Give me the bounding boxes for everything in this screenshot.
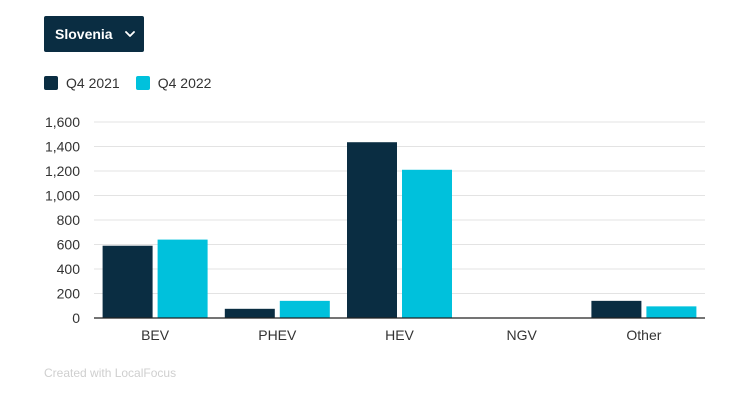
chart-legend: Q4 2021 Q4 2022 [44,75,227,91]
x-tick-label: PHEV [258,327,297,343]
footer-credit[interactable]: Created with LocalFocus [44,366,177,380]
y-tick-label: 200 [57,286,81,302]
legend-label-q4-2022: Q4 2022 [157,75,212,91]
x-tick-label: NGV [507,327,538,343]
country-dropdown-label: Slovenia [55,26,113,42]
bar-q4-2022-bev [157,239,208,318]
y-tick-label: 400 [57,261,81,277]
chevron-down-icon [124,29,135,39]
bar-q4-2022-other [646,306,697,318]
x-tick-label: Other [626,327,661,343]
x-tick-label: BEV [141,327,170,343]
y-tick-label: 1,600 [45,114,80,130]
legend-swatch-q4-2022 [135,76,150,90]
x-tick-label: HEV [385,327,414,343]
legend-label-q4-2021: Q4 2021 [66,75,120,91]
bar-q4-2022-phev [279,300,330,318]
legend-swatch-q4-2021 [44,76,58,90]
y-tick-label: 1,000 [45,188,80,204]
legend-item-q4-2021[interactable]: Q4 2021 [44,75,120,91]
y-tick-label: 600 [57,237,81,253]
y-tick-label: 1,200 [45,163,80,179]
country-dropdown[interactable]: Slovenia [44,16,144,52]
y-tick-label: 800 [57,212,81,228]
y-tick-label: 0 [72,310,80,326]
bar-q4-2021-other [591,300,642,318]
bar-q4-2022-hev [402,169,452,318]
bar-q4-2021-hev [347,142,397,318]
legend-item-q4-2022[interactable]: Q4 2022 [135,75,212,91]
bar-q4-2021-bev [102,245,153,318]
bar-q4-2021-phev [224,308,275,318]
y-tick-label: 1,400 [45,139,80,155]
